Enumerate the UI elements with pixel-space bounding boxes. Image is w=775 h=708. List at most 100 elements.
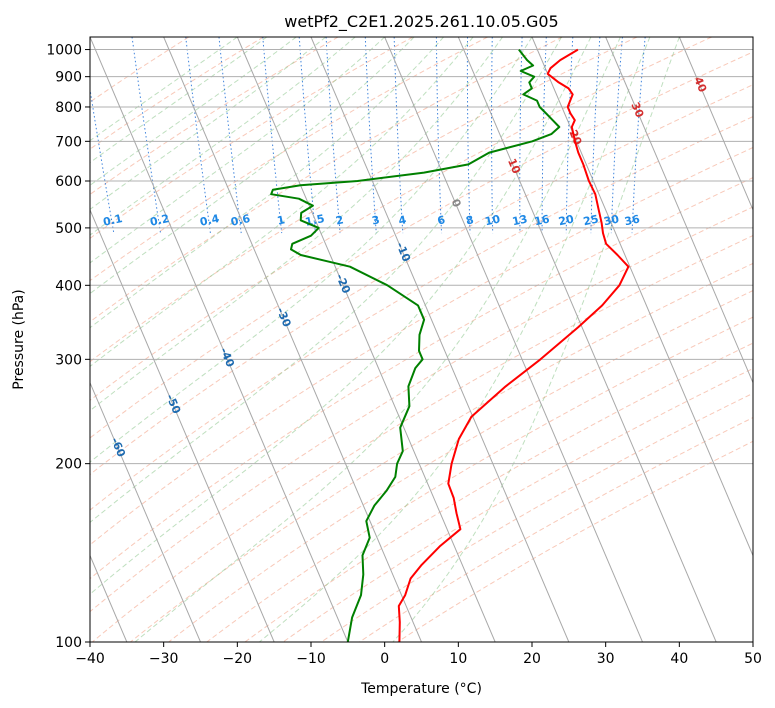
dry-adiabat (90, 37, 264, 150)
mixing-ratio-label: 25 (582, 212, 600, 228)
dry-adiabat (206, 316, 753, 642)
isotherm-gridline (90, 381, 201, 642)
moist-adiabat (90, 37, 415, 295)
y-tick-label: 100 (55, 635, 82, 651)
dry-adiabat (90, 37, 638, 363)
moist-adiabat (90, 37, 444, 329)
x-tick-label: −20 (223, 651, 253, 667)
x-axis: −40 −30 −20 −10 0 10 20 30 40 50 (75, 642, 762, 667)
isotherm-gridline (310, 37, 570, 642)
mixing-ratio-label: 8 (465, 213, 475, 227)
moist-adiabat (90, 37, 503, 412)
x-tick-label: 20 (523, 651, 541, 667)
isobars (90, 49, 753, 642)
isotherm-label: -20 (333, 272, 353, 296)
dry-adiabat (90, 51, 753, 439)
mixing-ratio-line (218, 37, 242, 234)
mixing-ratio-lines (90, 37, 646, 234)
isotherm-label: -60 (108, 436, 128, 460)
mixing-ratio-label: 10 (484, 212, 502, 228)
mixing-ratio-line (393, 37, 404, 234)
mixing-ratio-label: 6 (436, 213, 447, 227)
mixing-ratio-label: 1 (276, 213, 286, 227)
mixing-ratio-line (325, 37, 341, 234)
dry-adiabat (244, 342, 753, 642)
mixing-ratio-line (491, 37, 494, 234)
mixing-ratio-label: 0.1 (102, 212, 124, 229)
mixing-ratio-label: 0.6 (230, 212, 252, 229)
dry-adiabat (90, 84, 753, 476)
y-tick-label: 400 (55, 278, 82, 294)
plot-frame (89, 36, 754, 643)
dry-adiabat (90, 116, 753, 511)
moist-adiabat (90, 37, 327, 210)
mixing-ratio-line (590, 37, 601, 234)
mixing-ratio-label: 20 (557, 212, 575, 228)
mixing-ratio-label: 13 (511, 212, 529, 228)
mixing-ratio-line (541, 37, 547, 234)
y-tick-label: 300 (55, 352, 82, 368)
dry-adiabat (90, 37, 339, 196)
mixing-ratio-label: 16 (533, 212, 551, 228)
isotherm-gridline (457, 37, 717, 642)
moist-adiabat (90, 37, 562, 524)
dry-adiabat (359, 417, 753, 642)
mixing-ratio-line (610, 37, 623, 234)
mixing-ratio-line (466, 37, 471, 234)
dry-adiabat (90, 37, 563, 323)
mixing-ratio-label: 0.4 (199, 212, 221, 229)
chart-title: wetPf2_C2E1.2025.261.10.05.G05 (284, 12, 558, 32)
isotherm-gridline (752, 37, 753, 39)
isotherm-label: -50 (163, 392, 183, 416)
isotherm-gridline (90, 37, 349, 642)
isotherms (90, 37, 753, 642)
y-tick-label: 800 (55, 100, 82, 116)
dry-adiabat (90, 37, 488, 282)
dry-adiabat (168, 290, 753, 642)
mixing-ratio-line (131, 37, 161, 234)
y-tick-label: 1000 (46, 43, 82, 59)
moist-adiabat (90, 37, 386, 264)
isotherm-gridline (236, 37, 496, 642)
isotherm-label: 20 (566, 128, 584, 147)
moist-adiabat (90, 37, 474, 368)
dry-adiabat (90, 37, 414, 239)
isotherm-label: 40 (691, 75, 709, 94)
x-tick-label: 0 (380, 651, 389, 667)
dry-adiabat (282, 367, 753, 642)
mixing-ratio-line (435, 37, 443, 234)
y-tick-label: 700 (55, 134, 82, 150)
moist-adiabat (90, 37, 238, 142)
x-tick-label: −30 (149, 651, 179, 667)
mixing-ratio-label: 4 (397, 213, 408, 227)
moist-adiabat (392, 37, 680, 642)
moist-adiabat (90, 37, 592, 595)
moist-adiabats (90, 37, 680, 642)
dry-adiabat (90, 146, 753, 546)
isotherm-gridline (678, 37, 753, 212)
isotherm-gridline (605, 37, 753, 384)
mixing-ratio-line (565, 37, 574, 234)
mixing-ratio-line (631, 37, 646, 234)
series-layer (270, 48, 630, 642)
mixing-ratio-label: 36 (623, 212, 641, 228)
mixing-ratio-label: 0.2 (149, 212, 171, 229)
y-tick-label: 200 (55, 457, 82, 473)
mixing-ratio-line (519, 37, 523, 234)
isotherm-label: 10 (505, 157, 523, 176)
isotherm-label: -70 (57, 489, 77, 513)
dry-adiabat (397, 440, 753, 642)
y-tick-label: 500 (55, 221, 82, 237)
isotherm-label: -80 (2, 531, 22, 555)
isotherm-gridline (90, 208, 275, 642)
temperature-profile-line (397, 48, 630, 642)
y-axis: 1000 900 800 700 600 500 400 300 200 100 (46, 43, 90, 651)
moist-adiabat (90, 37, 297, 186)
isotherm-label: 30 (628, 100, 646, 119)
dry-adiabat (90, 206, 753, 613)
mixing-ratio-line (298, 37, 316, 234)
y-axis-label: Pressure (hPa) (11, 289, 27, 389)
y-tick-label: 900 (55, 70, 82, 86)
